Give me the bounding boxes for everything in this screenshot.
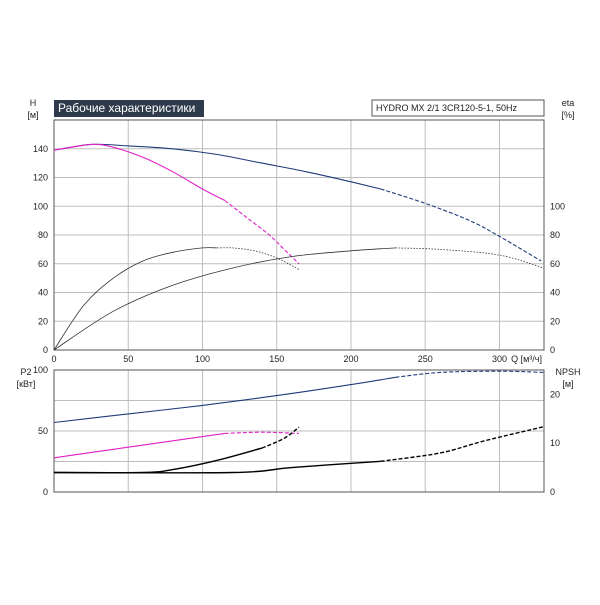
- top-left-axis-title: H: [30, 98, 37, 108]
- top-left-tick-label: 140: [33, 144, 48, 154]
- x-tick-label: 300: [492, 354, 507, 364]
- top-right-axis-title: eta: [562, 98, 575, 108]
- top-left-tick-label: 120: [33, 173, 48, 183]
- model-box: [371, 99, 545, 117]
- bottom-series-0-dashed: [395, 370, 545, 378]
- top-right-axis-unit: [%]: [561, 110, 574, 120]
- bottom-series-1-solid: [53, 432, 225, 459]
- top-series-3-dashed: [395, 247, 545, 269]
- chart-title: Рабочие характеристики: [58, 101, 195, 115]
- top-series-2-dashed: [217, 247, 300, 270]
- model-label: HYDRO MX 2/1 3CR120-5-1, 50Hz: [376, 103, 518, 113]
- x-tick-label: 100: [195, 354, 210, 364]
- bottom-left-tick-label: 100: [33, 365, 48, 375]
- bottom-right-tick-label: 0: [550, 487, 555, 497]
- top-right-tick-label: 0: [550, 345, 555, 355]
- top-right-tick-label: 60: [550, 259, 560, 269]
- bottom-series-2-solid: [53, 447, 263, 474]
- bottom-right-axis-unit: [м]: [562, 379, 573, 389]
- top-right-tick-label: 20: [550, 316, 560, 326]
- top-series-1-solid: [53, 143, 226, 201]
- top-left-tick-label: 80: [38, 230, 48, 240]
- top-left-tick-label: 60: [38, 259, 48, 269]
- bottom-series-3-dashed: [380, 425, 545, 462]
- bottom-series-0-solid: [53, 376, 396, 424]
- top-series-2-solid: [53, 247, 218, 351]
- top-left-tick-label: 0: [43, 345, 48, 355]
- bottom-left-axis-unit: [кВт]: [17, 379, 36, 389]
- x-tick-label: 50: [123, 354, 133, 364]
- top-left-tick-label: 40: [38, 288, 48, 298]
- bottom-series-3-solid: [53, 460, 381, 474]
- bottom-left-tick-label: 50: [38, 426, 48, 436]
- bottom-right-tick-label: 20: [550, 389, 560, 399]
- top-panel-frame: [53, 119, 545, 351]
- top-series-3-solid: [53, 247, 396, 351]
- bottom-series-1-dashed: [224, 431, 300, 434]
- bottom-right-axis-title: NPSH: [555, 367, 580, 377]
- x-tick-label: 200: [343, 354, 358, 364]
- top-series-0-solid: [53, 143, 381, 190]
- bottom-left-tick-label: 0: [43, 487, 48, 497]
- x-tick-label: 150: [269, 354, 284, 364]
- bottom-series-2-dashed: [261, 426, 300, 449]
- bottom-panel-frame: [53, 369, 545, 493]
- top-right-tick-label: 40: [550, 288, 560, 298]
- bottom-right-tick-label: 10: [550, 438, 560, 448]
- x-tick-label: 250: [418, 354, 433, 364]
- top-left-tick-label: 20: [38, 316, 48, 326]
- title-banner: [54, 100, 204, 117]
- x-axis-label: Q [м³/ч]: [511, 354, 542, 364]
- bottom-left-axis-title: P2: [20, 367, 31, 377]
- top-left-axis-unit: [м]: [27, 110, 38, 120]
- top-series-0-dashed: [380, 188, 542, 262]
- top-right-tick-label: 80: [550, 230, 560, 240]
- x-tick-label: 0: [51, 354, 56, 364]
- top-right-tick-label: 100: [550, 201, 565, 211]
- top-series-1-dashed: [224, 200, 300, 265]
- top-left-tick-label: 100: [33, 201, 48, 211]
